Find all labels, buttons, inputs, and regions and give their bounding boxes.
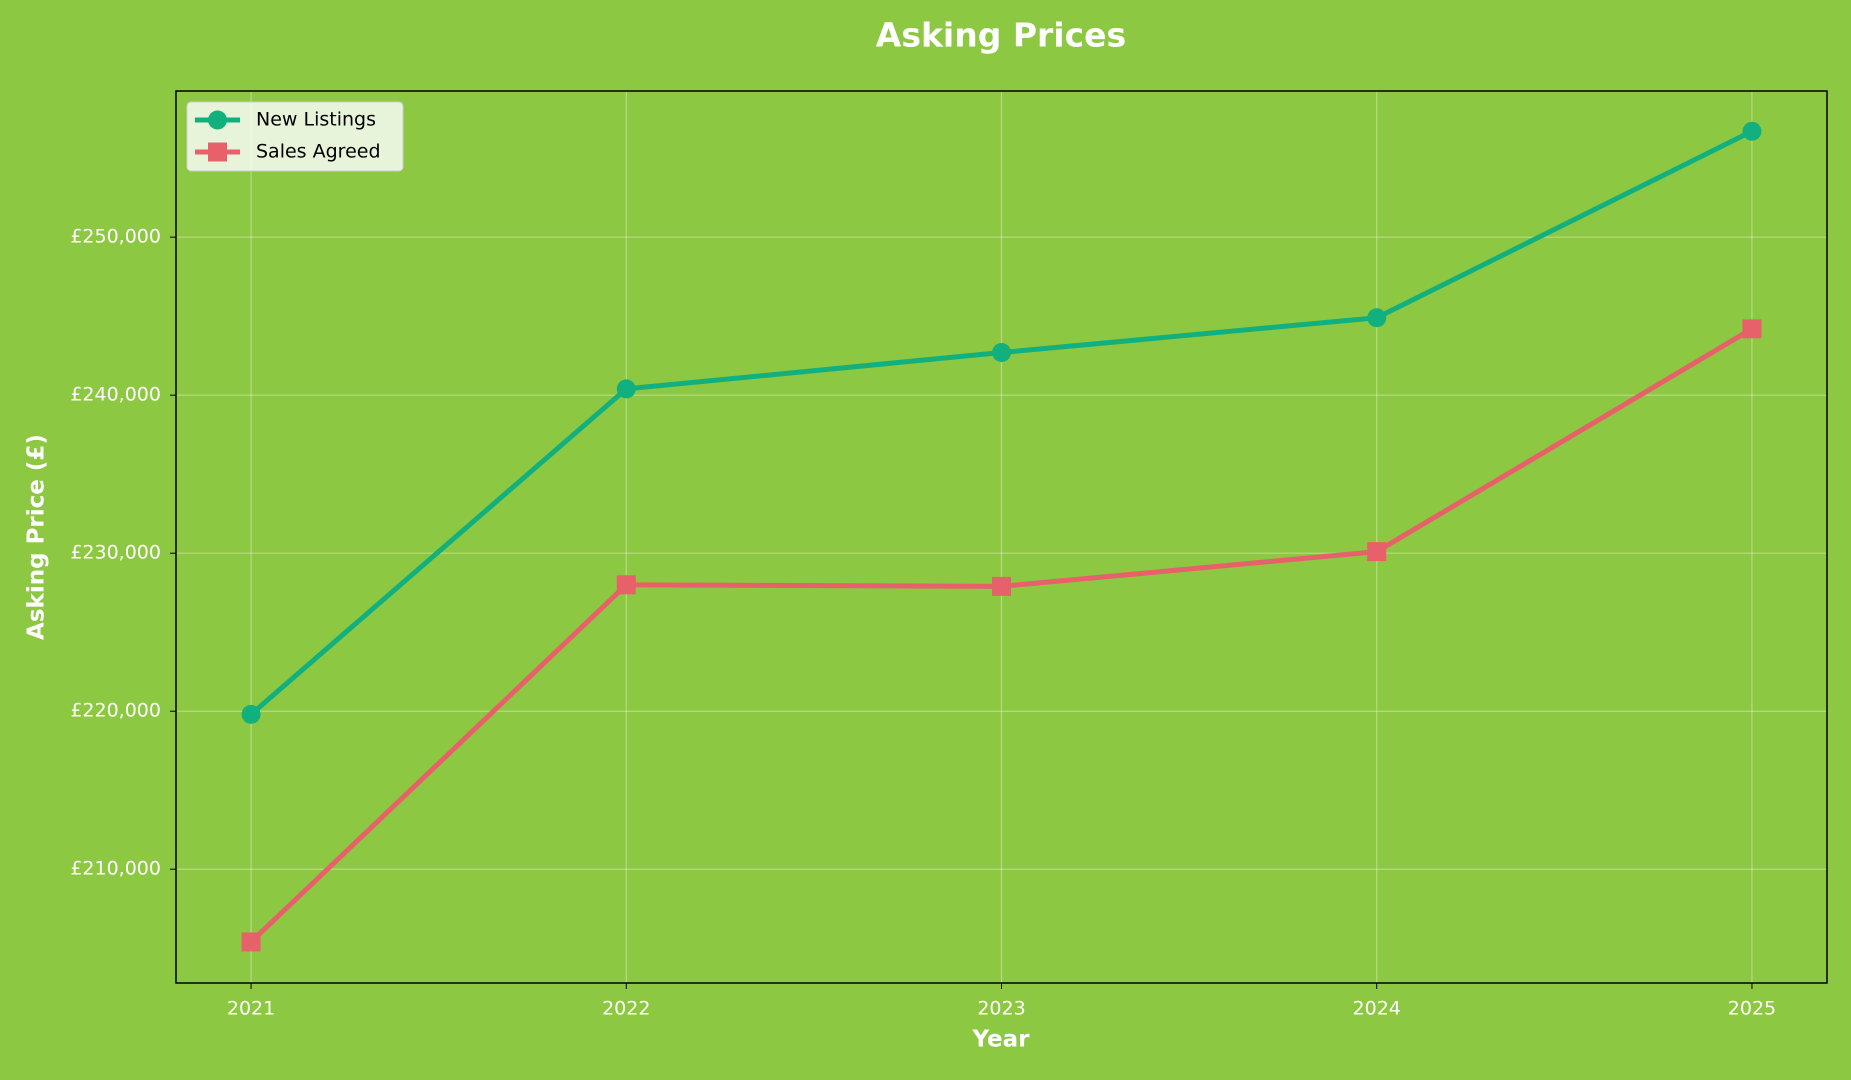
marker [1367,308,1387,328]
marker [992,343,1011,363]
x-tick-label: 2023 [977,998,1025,1020]
legend-marker [208,110,227,130]
marker [241,932,261,952]
y-tick-label: £250,000 [70,226,161,248]
chart-title: Asking Prices [876,16,1126,55]
plot-frame [175,90,1828,984]
y-tick-label: £210,000 [70,858,161,880]
legend-marker [208,142,227,162]
y-tick-label: £230,000 [70,542,161,564]
legend: New Listings Sales Agreed [186,101,404,172]
marker [992,576,1011,596]
y-axis-label: Asking Price (£) [24,434,50,640]
marker [1742,319,1762,339]
marker [241,704,261,724]
legend-label: New Listings [256,109,376,131]
x-tick-label: 2022 [602,998,650,1020]
x-axis-label: Year [971,1027,1030,1053]
marker [1742,121,1762,141]
legend-box [186,101,404,172]
y-tick-label: £220,000 [70,700,161,722]
marker [616,379,636,399]
marker [1367,542,1387,562]
marker [616,575,636,595]
x-tick-label: 2025 [1728,998,1776,1020]
legend-label: Sales Agreed [256,141,381,163]
x-tick-label: 2021 [227,998,275,1020]
x-tick-label: 2024 [1353,998,1401,1020]
y-tick-label: £240,000 [70,384,161,406]
